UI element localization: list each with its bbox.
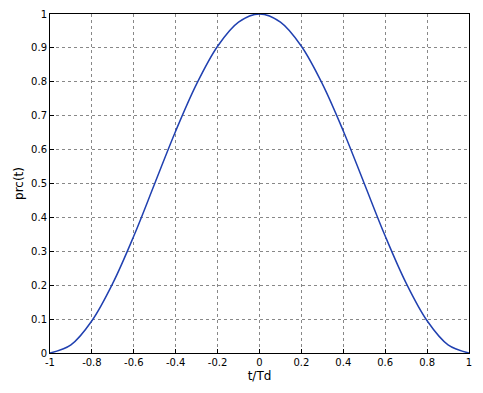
svg-text:t/Td: t/Td <box>248 369 272 383</box>
svg-text:0: 0 <box>256 357 262 368</box>
svg-text:0.6: 0.6 <box>377 357 393 368</box>
svg-text:0.5: 0.5 <box>31 178 47 189</box>
svg-text:0.6: 0.6 <box>31 144 47 155</box>
svg-text:0.4: 0.4 <box>335 357 351 368</box>
svg-text:0.2: 0.2 <box>293 357 309 368</box>
svg-text:0: 0 <box>41 348 47 359</box>
svg-text:-0.2: -0.2 <box>208 357 228 368</box>
svg-text:0.7: 0.7 <box>31 110 47 121</box>
svg-text:0.8: 0.8 <box>31 76 47 87</box>
svg-text:0.9: 0.9 <box>31 42 47 53</box>
svg-text:-0.4: -0.4 <box>166 357 186 368</box>
svg-text:0.2: 0.2 <box>31 280 47 291</box>
svg-text:prc(t): prc(t) <box>12 167 26 200</box>
svg-text:1: 1 <box>466 357 472 368</box>
svg-text:-1: -1 <box>45 357 55 368</box>
svg-text:-0.6: -0.6 <box>124 357 144 368</box>
svg-text:-0.8: -0.8 <box>82 357 102 368</box>
svg-text:0.1: 0.1 <box>31 314 47 325</box>
svg-text:1: 1 <box>41 9 47 20</box>
svg-text:0.4: 0.4 <box>31 212 47 223</box>
svg-text:0.8: 0.8 <box>419 357 435 368</box>
svg-text:0.3: 0.3 <box>31 246 47 257</box>
